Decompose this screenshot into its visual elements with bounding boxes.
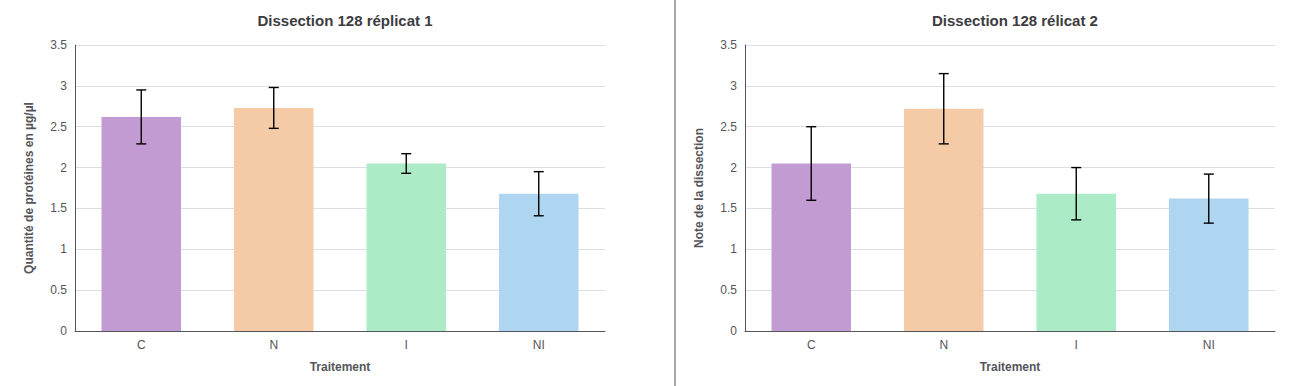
svg-text:1: 1 <box>730 242 737 256</box>
svg-text:3.5: 3.5 <box>720 38 737 52</box>
svg-text:2.5: 2.5 <box>50 120 67 134</box>
svg-text:Traitement: Traitement <box>980 360 1041 374</box>
svg-text:2: 2 <box>60 161 67 175</box>
svg-text:2.5: 2.5 <box>720 120 737 134</box>
svg-text:C: C <box>137 338 146 352</box>
svg-text:1.5: 1.5 <box>50 201 67 215</box>
svg-text:I: I <box>405 338 408 352</box>
svg-text:C: C <box>807 338 816 352</box>
svg-text:0.5: 0.5 <box>50 283 67 297</box>
svg-text:3: 3 <box>60 79 67 93</box>
svg-text:1.5: 1.5 <box>720 201 737 215</box>
svg-text:NI: NI <box>1203 338 1215 352</box>
svg-text:I: I <box>1075 338 1078 352</box>
svg-text:1: 1 <box>60 242 67 256</box>
svg-text:0.5: 0.5 <box>720 283 737 297</box>
svg-text:NI: NI <box>533 338 545 352</box>
svg-text:Traitement: Traitement <box>310 360 371 374</box>
svg-text:0: 0 <box>730 324 737 338</box>
svg-text:Dissection 128 rélicat 2: Dissection 128 rélicat 2 <box>932 12 1098 29</box>
svg-text:Note de la dissection: Note de la dissection <box>692 128 706 248</box>
svg-text:0: 0 <box>60 324 67 338</box>
svg-text:Dissection 128 réplicat 1: Dissection 128 réplicat 1 <box>257 12 432 29</box>
svg-text:2: 2 <box>730 161 737 175</box>
svg-text:3.5: 3.5 <box>50 38 67 52</box>
svg-text:N: N <box>939 338 948 352</box>
svg-text:Quantité de protéines en µg/µl: Quantité de protéines en µg/µl <box>22 102 36 274</box>
svg-text:3: 3 <box>730 79 737 93</box>
svg-text:N: N <box>269 338 278 352</box>
